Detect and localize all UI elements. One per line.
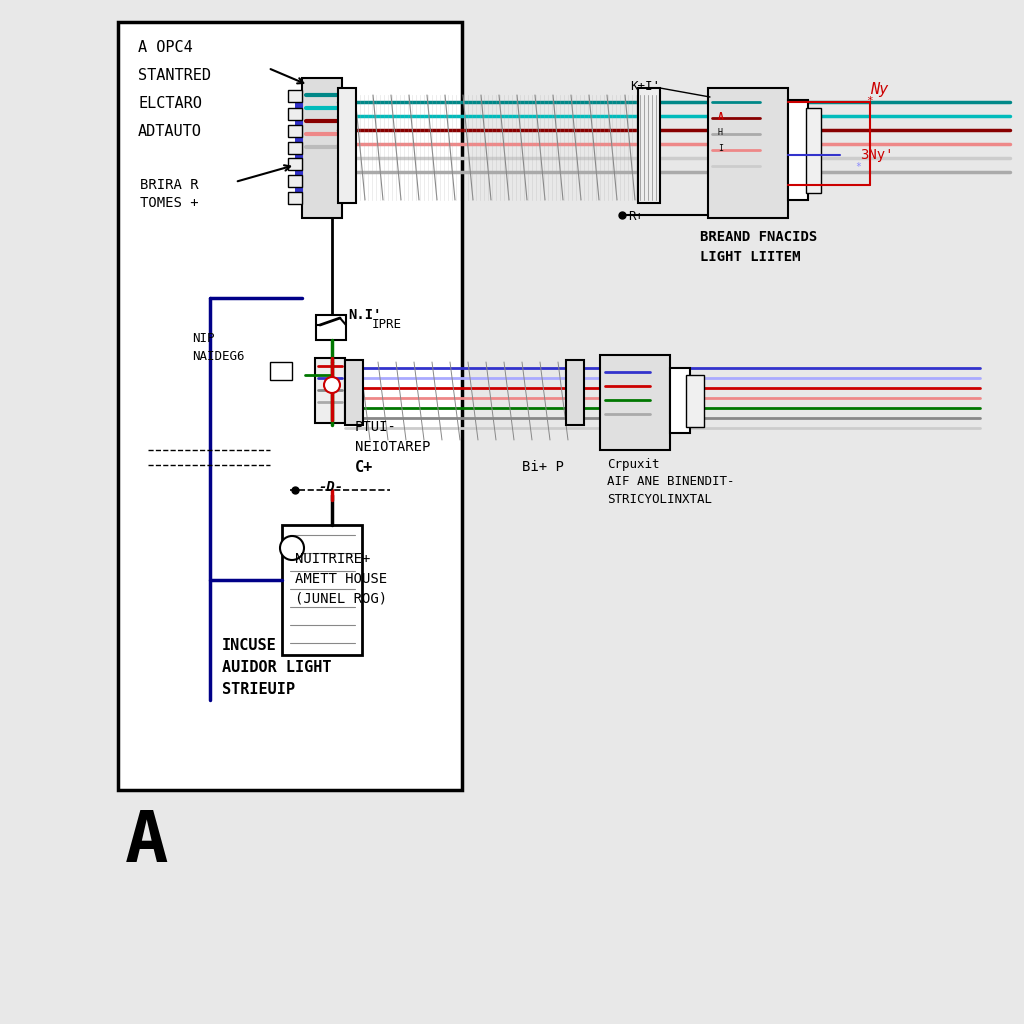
Text: *: * xyxy=(866,96,872,106)
Bar xyxy=(282,525,362,655)
Text: 3Ny': 3Ny' xyxy=(860,148,894,162)
Text: A OPC4: A OPC4 xyxy=(138,40,193,55)
Text: Crpuxit: Crpuxit xyxy=(607,458,659,471)
Circle shape xyxy=(280,536,304,560)
Bar xyxy=(288,125,302,137)
Bar xyxy=(345,360,362,425)
Bar xyxy=(316,315,346,340)
Text: BRIRA R: BRIRA R xyxy=(140,178,199,193)
Bar xyxy=(288,193,302,204)
Bar xyxy=(302,78,342,218)
Text: BREAND FNACIDS: BREAND FNACIDS xyxy=(700,230,817,244)
Text: STANTRED: STANTRED xyxy=(138,68,211,83)
Text: STRIEUIP: STRIEUIP xyxy=(222,682,295,697)
Bar xyxy=(788,100,808,200)
Bar xyxy=(315,358,345,423)
Text: AIF ANE BINENDIT-: AIF ANE BINENDIT- xyxy=(607,475,734,488)
Text: IPRE: IPRE xyxy=(372,318,402,331)
Bar xyxy=(288,108,302,120)
Text: LIGHT LIITEM: LIGHT LIITEM xyxy=(700,250,801,264)
Bar xyxy=(270,362,292,380)
Text: *: * xyxy=(855,162,861,172)
Bar xyxy=(686,375,705,427)
Text: -D-: -D- xyxy=(318,480,343,494)
Bar xyxy=(806,108,821,193)
Bar xyxy=(566,360,584,425)
Text: PTUI-: PTUI- xyxy=(355,420,397,434)
Text: STRICYOLINXTAL: STRICYOLINXTAL xyxy=(607,493,712,506)
Text: A: A xyxy=(718,112,724,122)
Bar xyxy=(288,142,302,154)
Text: AMETT HOUSE: AMETT HOUSE xyxy=(295,572,387,586)
Text: NUITRIRE+: NUITRIRE+ xyxy=(295,552,371,566)
Text: Ny: Ny xyxy=(870,82,888,97)
Text: INCUSE: INCUSE xyxy=(222,638,276,653)
Text: (JUNEL ROG): (JUNEL ROG) xyxy=(295,592,387,606)
Bar xyxy=(295,100,303,200)
Text: C+: C+ xyxy=(355,460,374,475)
Bar xyxy=(338,88,356,203)
Text: NAIDEG6: NAIDEG6 xyxy=(193,350,245,362)
Text: H: H xyxy=(718,128,723,137)
Bar xyxy=(288,158,302,170)
Bar xyxy=(118,22,462,790)
Text: ELCTARO: ELCTARO xyxy=(138,96,202,111)
Text: Bi+ P: Bi+ P xyxy=(522,460,564,474)
Bar xyxy=(288,90,302,102)
Text: A: A xyxy=(125,808,169,877)
Bar xyxy=(600,355,670,450)
Text: I: I xyxy=(718,144,723,153)
Bar xyxy=(708,88,788,218)
Bar xyxy=(670,368,690,433)
Text: NIP: NIP xyxy=(193,332,214,345)
Text: R+: R+ xyxy=(628,210,643,223)
Text: K+I': K+I' xyxy=(630,80,660,93)
Bar xyxy=(288,175,302,187)
Text: NEIOTAREP: NEIOTAREP xyxy=(355,440,430,454)
Text: AUIDOR LIGHT: AUIDOR LIGHT xyxy=(222,660,332,675)
Circle shape xyxy=(324,377,340,393)
Text: TOMES +: TOMES + xyxy=(140,196,199,210)
Text: N.I': N.I' xyxy=(348,308,382,322)
Text: ADTAUTO: ADTAUTO xyxy=(138,124,202,139)
Bar xyxy=(638,88,660,203)
